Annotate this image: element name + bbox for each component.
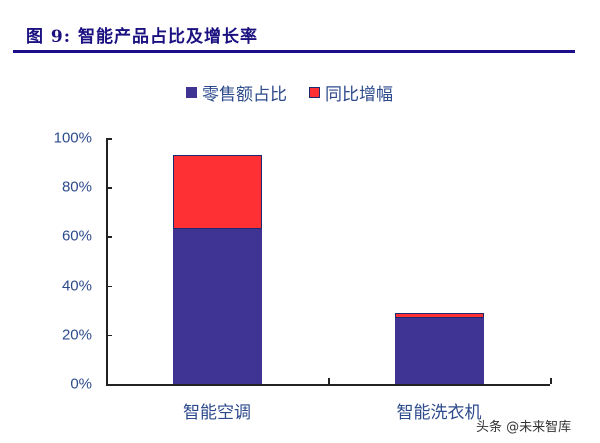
watermark: 头条 @未来智库 bbox=[476, 420, 572, 435]
legend-item-retail-share: 零售额占比 bbox=[186, 80, 287, 105]
y-tick bbox=[106, 334, 112, 337]
y-tick bbox=[106, 138, 112, 140]
y-tick-label: 100% bbox=[53, 129, 92, 147]
x-tick bbox=[550, 378, 552, 384]
y-tick-label: 80% bbox=[61, 178, 92, 196]
x-category-label: 智能洗衣机 bbox=[396, 403, 482, 423]
x-tick bbox=[328, 378, 330, 384]
y-tick-label: 0% bbox=[70, 375, 92, 393]
y-tick-label: 20% bbox=[61, 326, 92, 344]
legend-swatch-red bbox=[309, 87, 320, 98]
x-axis bbox=[106, 384, 550, 386]
bar-retail-share bbox=[172, 229, 262, 384]
bar-yoy-growth bbox=[172, 155, 262, 230]
y-tick bbox=[106, 285, 112, 288]
x-category-label: 智能空调 bbox=[183, 403, 251, 423]
legend-label: 同比增幅 bbox=[325, 85, 393, 105]
y-tick-label: 40% bbox=[61, 277, 92, 295]
y-tick bbox=[106, 187, 112, 189]
y-tick-label: 60% bbox=[61, 227, 92, 245]
legend-item-yoy-growth: 同比增幅 bbox=[309, 80, 393, 105]
title-divider bbox=[13, 50, 575, 53]
y-tick bbox=[106, 384, 112, 386]
legend-label: 零售额占比 bbox=[202, 85, 287, 105]
legend-swatch-blue bbox=[186, 87, 197, 98]
y-axis bbox=[106, 138, 108, 385]
page-title: 图 9: 智能产品占比及增长率 bbox=[26, 27, 258, 47]
x-tick bbox=[106, 378, 108, 384]
bar-yoy-growth bbox=[394, 312, 484, 318]
bar-retail-share bbox=[394, 317, 484, 384]
y-tick bbox=[106, 236, 112, 238]
chart-legend: 零售额占比 同比增幅 bbox=[186, 80, 415, 105]
